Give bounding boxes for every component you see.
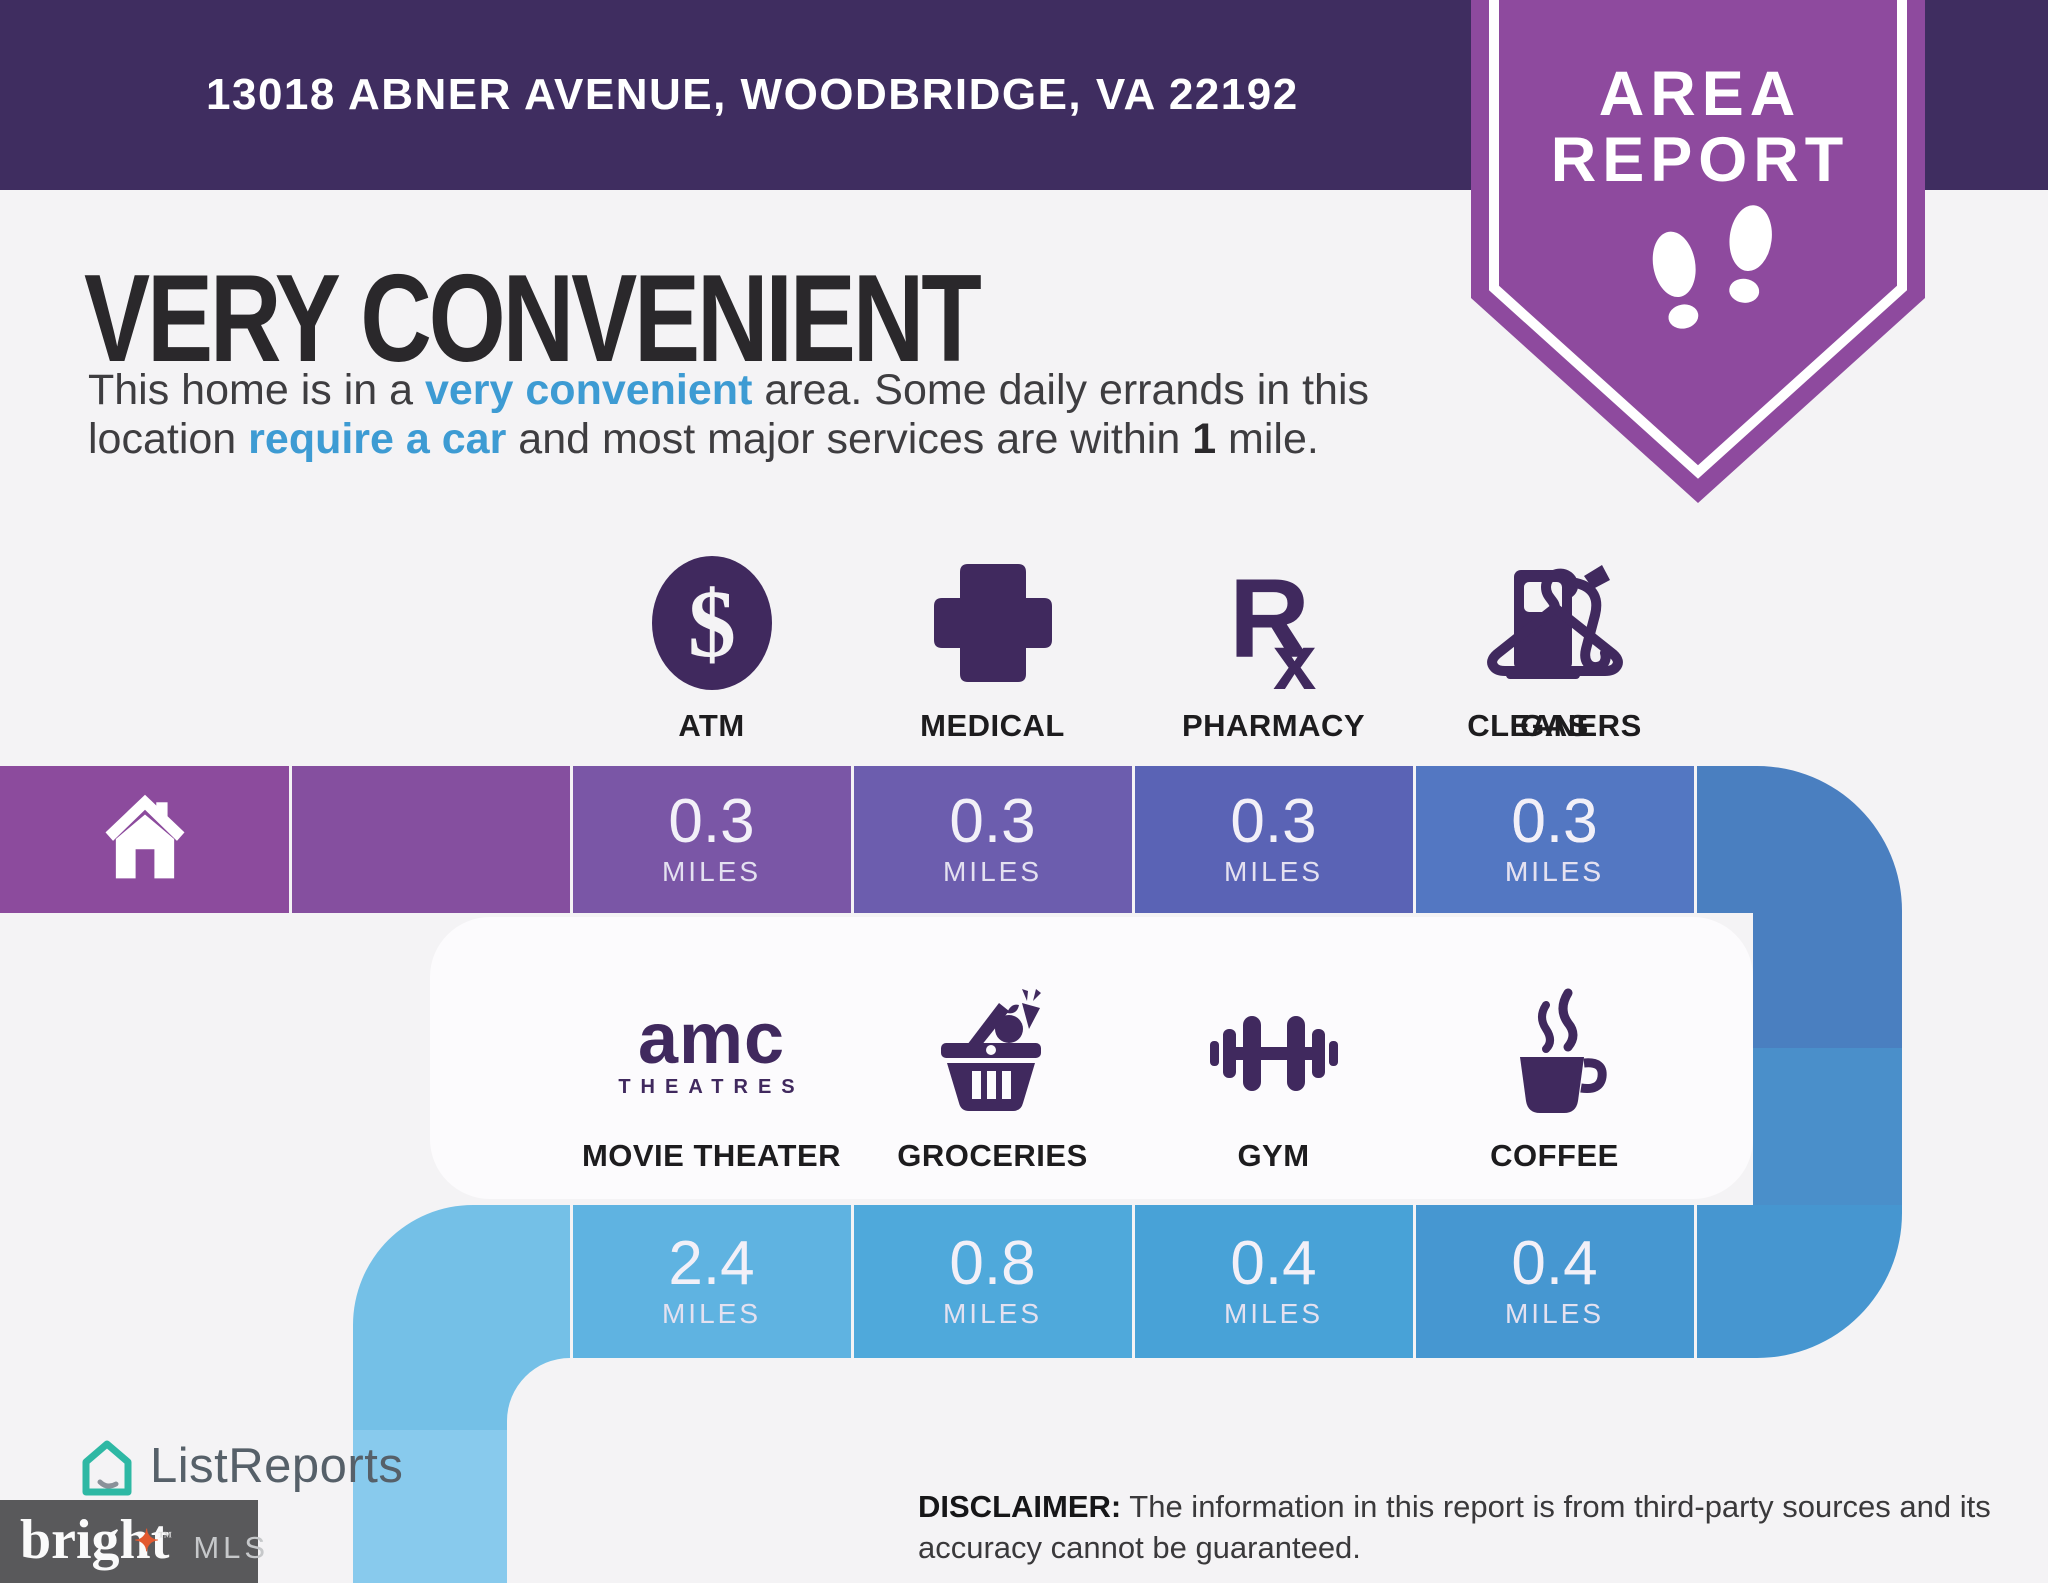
distance-groceries: 0.8 MILES	[942, 1228, 1043, 1329]
home-icon-bar	[105, 794, 185, 879]
medical-cross-icon	[933, 564, 1052, 682]
rx-icon: R x	[1229, 556, 1316, 693]
distance-gas: 0.3 MILES	[1504, 786, 1605, 887]
amc-theatres-logo: amc THEATRES	[618, 998, 805, 1098]
path-tail	[353, 1430, 507, 1583]
bright-star-icon: ✦	[134, 1525, 160, 1558]
coffee-cup-icon	[1519, 988, 1607, 1113]
distance-pharmacy: 0.3 MILES	[1223, 786, 1324, 887]
badge-line1: AREA	[1598, 59, 1802, 129]
listreports-house-icon	[82, 1440, 132, 1496]
path-elbow-bottom-right	[1697, 1205, 1902, 1358]
path-elbow-top-right	[1697, 766, 1902, 1048]
footprints-icon	[1652, 205, 1772, 329]
svg-text:R: R	[1229, 556, 1310, 681]
atm-icon: $	[651, 556, 772, 690]
amenity-coffee: COFFEE	[1414, 978, 1695, 1174]
badge-line2: REPORT	[1550, 125, 1850, 195]
highlight-require-a-car: require a car	[248, 415, 507, 463]
page-title: VERY CONVENIENT	[84, 250, 982, 388]
bright-mls-logo: bright ✦ ™ MLS	[0, 1500, 265, 1583]
grocery-basket-icon	[940, 989, 1041, 1111]
area-report-badge	[1471, 0, 1925, 503]
summary-line1: This home is in a very convenient area. …	[88, 366, 1370, 414]
svg-text:x: x	[1273, 618, 1316, 693]
disclaimer: DISCLAIMER: The information in this repo…	[918, 1489, 1991, 1565]
amenity-movie-theater: amc THEATRES MOVIE THEATER	[581, 998, 842, 1174]
amenity-groceries: GROCERIES	[852, 978, 1133, 1174]
hanger-icon	[1486, 568, 1623, 676]
mls-wordmark: MLS	[193, 1530, 270, 1565]
amenity-cleaners: CLEANERS	[1414, 548, 1695, 744]
highlight-very-convenient: very convenient	[424, 366, 753, 414]
svg-text:$: $	[688, 570, 736, 677]
property-address: 13018 ABNER AVENUE, WOODBRIDGE, VA 22192	[206, 70, 1299, 119]
amenity-cleaners	[1695, 548, 1976, 698]
distance-medical: 0.3 MILES	[942, 786, 1043, 887]
summary-paragraph: This home is in a very convenient area. …	[88, 366, 1369, 464]
disclaimer-label: DISCLAIMER:	[918, 1489, 1122, 1524]
listreports-logo: ListReports	[76, 1434, 403, 1498]
bright-wordmark: bright ✦ ™	[20, 1500, 172, 1580]
amenity-atm: $ ATM	[571, 548, 852, 744]
distance-movie-theater: 2.4 MILES	[661, 1228, 762, 1329]
distance-cleaners: 0.3 MILES	[1504, 786, 1605, 887]
path-strip-right	[1753, 1048, 1902, 1205]
listreports-wordmark: ListReports	[150, 1439, 404, 1493]
amenity-gym: GYM	[1133, 978, 1414, 1174]
amenity-pharmacy: R x PHARMACY	[1133, 548, 1414, 744]
distance-coffee: 0.4 MILES	[1504, 1228, 1605, 1329]
trademark-symbol: ™	[158, 1530, 172, 1545]
dumbbell-icon	[1209, 1016, 1338, 1091]
distance-gym: 0.4 MILES	[1223, 1228, 1324, 1329]
summary-line2: location require a car and most major se…	[88, 415, 1319, 463]
distance-atm: 0.3 MILES	[661, 786, 762, 887]
amenity-medical: MEDICAL	[852, 548, 1133, 744]
